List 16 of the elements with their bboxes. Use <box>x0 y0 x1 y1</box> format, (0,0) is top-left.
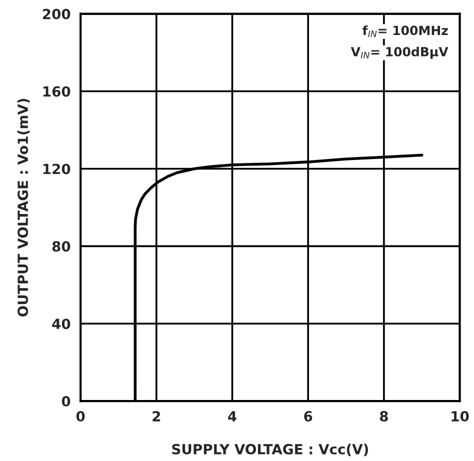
x-axis-title: SUPPLY VOLTAGE : Vcc(V) <box>172 444 368 456</box>
y-tick-label: 40 <box>52 318 70 330</box>
annotation: V$_{IN}$= 100dBμV <box>350 46 448 59</box>
y-tick-label: 80 <box>52 241 70 252</box>
y-tick-label: 160 <box>43 86 70 97</box>
y-tick-label: 120 <box>43 164 70 174</box>
x-tick-label: 8 <box>380 411 388 422</box>
y-tick-label: 0 <box>62 396 70 407</box>
y-tick-label: 200 <box>42 8 70 20</box>
x-tick-label: 10 <box>452 411 469 422</box>
x-tick-label: 4 <box>228 411 236 422</box>
y-axis-title: OUTPUT VOLTAGE : Vo1(mV) <box>17 98 30 317</box>
annotation: f$_{IN}$= 100MHz <box>362 25 448 37</box>
x-tick-label: 0 <box>76 411 85 422</box>
x-tick-label: 2 <box>152 411 160 422</box>
x-tick-label: 6 <box>304 411 312 422</box>
